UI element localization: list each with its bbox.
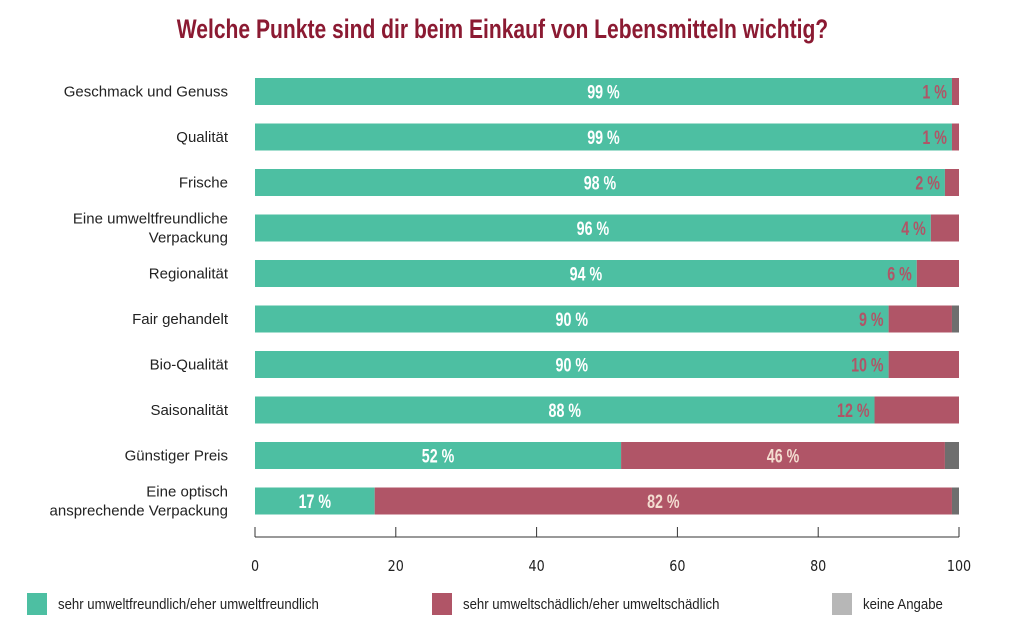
value-label: 46 % <box>767 446 800 467</box>
legend-label: keine Angabe <box>863 595 943 612</box>
bar-segment <box>951 123 959 151</box>
x-tick-label: 0 <box>251 558 259 575</box>
bars-layer: 99 % 1 % 99 % 1 % 98 % 2 % 96 % 4 % 94 % 6 % 90 % 9… <box>255 78 959 515</box>
bar-segment <box>874 396 959 424</box>
x-tick-label: 100 <box>947 558 971 575</box>
category-label: Regionalität <box>149 266 229 283</box>
value-label: 6 % <box>887 264 912 285</box>
category-label: ansprechende Verpackung <box>50 503 228 520</box>
value-label: 52 % <box>422 446 455 467</box>
legend-swatch <box>432 593 452 615</box>
category-label: Saisonalität <box>150 402 228 419</box>
bar-segment <box>255 487 375 515</box>
legend-label: sehr umweltschädlich/eher umweltschädlic… <box>463 595 719 612</box>
bar-segment <box>255 305 889 333</box>
bar-segment <box>916 260 959 287</box>
category-label: Bio-Qualität <box>150 357 229 374</box>
category-label: Günstiger Preis <box>125 448 228 465</box>
x-tick-label: 60 <box>669 558 685 575</box>
category-label: Eine umweltfreundliche <box>73 211 228 228</box>
bar-segment <box>255 78 952 105</box>
chart-title: Welche Punkte sind dir beim Einkauf von … <box>176 14 829 44</box>
bar-segment <box>255 169 945 196</box>
value-label: 96 % <box>577 218 610 239</box>
value-label: 98 % <box>584 173 617 194</box>
bar-segment <box>255 396 875 424</box>
category-label: Geschmack und Genuss <box>64 84 228 101</box>
bar-segment <box>888 305 952 333</box>
bar-segment <box>951 487 959 515</box>
legend-swatch <box>27 593 47 615</box>
x-tick-label: 80 <box>810 558 826 575</box>
bar-segment <box>255 260 917 287</box>
category-label: Frische <box>179 175 228 192</box>
legend: sehr umweltfreundlich/eher umweltfreundl… <box>27 593 943 615</box>
value-label: 9 % <box>859 309 884 330</box>
value-label: 10 % <box>851 355 884 376</box>
value-label: 4 % <box>901 218 926 239</box>
bar-segment <box>944 442 959 469</box>
value-label: 90 % <box>556 309 589 330</box>
category-label: Fair gehandelt <box>132 311 229 328</box>
category-label: Eine optisch <box>146 484 228 501</box>
legend-swatch <box>832 593 852 615</box>
value-label: 1 % <box>922 127 947 148</box>
value-label: 1 % <box>922 82 947 103</box>
bar-segment <box>951 78 959 105</box>
bar-segment <box>255 442 622 469</box>
category-labels: Geschmack und Genuss Qualität Frische Eine … <box>50 84 229 520</box>
bar-segment <box>255 123 952 151</box>
value-label: 12 % <box>837 400 870 421</box>
value-label: 82 % <box>647 491 680 512</box>
bar-segment <box>930 214 959 242</box>
bar-segment <box>374 487 952 515</box>
x-tick-label: 20 <box>388 558 404 575</box>
legend-label: sehr umweltfreundlich/eher umweltfreundl… <box>58 595 319 612</box>
category-label: Verpackung <box>149 230 228 247</box>
value-label: 88 % <box>549 400 582 421</box>
x-axis: 0 20 40 60 80 100 <box>251 527 971 575</box>
bar-segment <box>951 305 959 333</box>
value-label: 99 % <box>587 127 620 148</box>
value-label: 90 % <box>556 355 589 376</box>
bar-segment <box>944 169 959 196</box>
value-label: 94 % <box>570 264 603 285</box>
value-label: 99 % <box>587 82 620 103</box>
bar-segment <box>255 351 889 378</box>
bar-segment <box>255 214 931 242</box>
category-label: Qualität <box>176 129 229 146</box>
value-label: 17 % <box>299 491 332 512</box>
x-tick-label: 40 <box>528 558 544 575</box>
bar-segment <box>888 351 959 378</box>
bar-segment <box>621 442 945 469</box>
value-label: 2 % <box>915 173 940 194</box>
